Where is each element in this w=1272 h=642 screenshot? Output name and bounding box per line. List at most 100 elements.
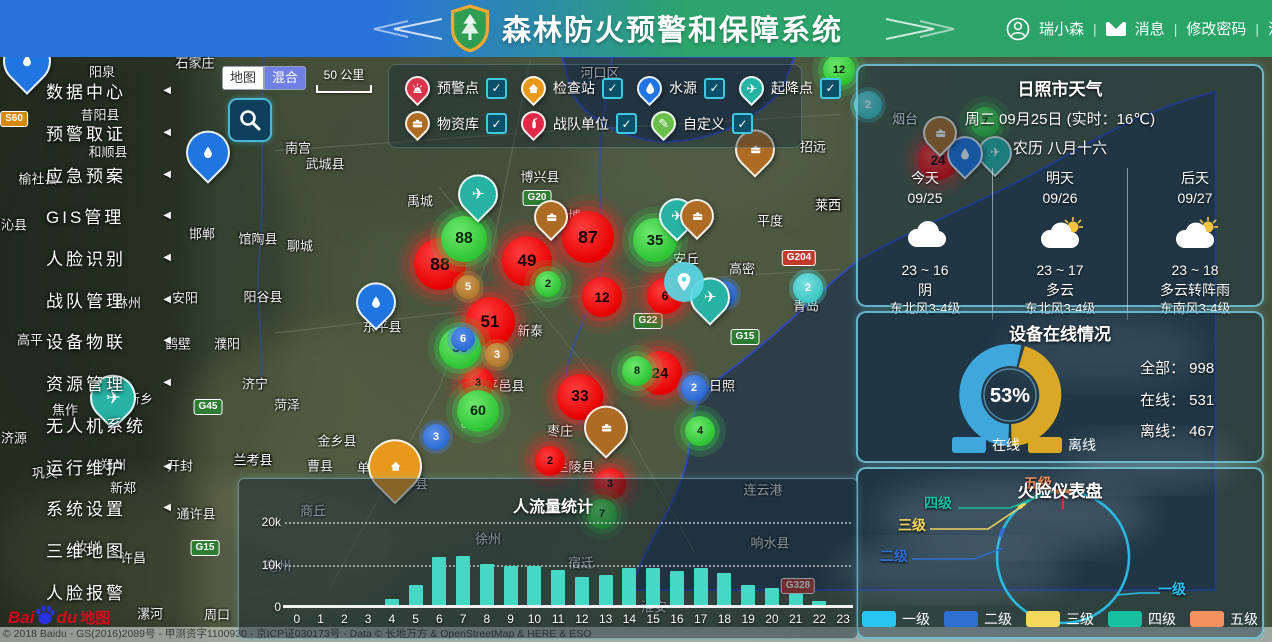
city-label: 高密 [728, 261, 756, 277]
cluster-marker-green[interactable]: 60 [457, 390, 499, 432]
legend-swatch [1028, 437, 1062, 453]
box-pin-marker[interactable] [915, 108, 965, 158]
legend-label: 三级 [1066, 611, 1094, 627]
collapse-arrow-icon: ◀ [163, 377, 171, 389]
sidebar-item-1[interactable]: 预警取证 ◀ [0, 112, 215, 154]
header-left-decoration [373, 18, 443, 40]
legend-checkbox-custom[interactable]: ✓ [732, 113, 753, 135]
cluster-marker-red[interactable]: 12 [582, 277, 622, 317]
flow-bar-21 [788, 594, 803, 605]
city-label: 阳泉 [88, 64, 116, 80]
sidebar-item-10[interactable]: 系统设置 ◀ [0, 487, 215, 529]
x-tick-label: 10 [527, 612, 542, 626]
cluster-marker-teal[interactable]: 2 [793, 273, 823, 303]
flow-bar-19 [741, 585, 756, 605]
box-pin-marker[interactable] [726, 121, 784, 178]
water-pin-marker[interactable] [347, 274, 405, 331]
custom-pin-icon: ✎ [645, 106, 682, 142]
sidebar-item-7[interactable]: 资源管理 ◀ [0, 362, 215, 404]
box-pin-marker[interactable] [672, 191, 722, 241]
box-pin-marker[interactable] [574, 396, 638, 459]
day-label: 今天 [911, 170, 939, 186]
legend-checkbox-extinguisher[interactable]: ✓ [616, 113, 637, 135]
sidebar-item-0[interactable]: 数据中心 ◀ [0, 70, 215, 112]
sidebar-item-6[interactable]: 设备物联 ◀ [0, 320, 215, 362]
messages-link[interactable]: 消息 [1134, 21, 1165, 38]
flow-bar-4 [384, 599, 399, 605]
username[interactable]: 瑞小森 [1039, 21, 1085, 38]
cluster-marker-brown[interactable]: 3 [485, 343, 509, 367]
maptype-map-button[interactable]: 地图 [222, 66, 265, 90]
maptype-hybrid-button[interactable]: 混合 [264, 66, 307, 90]
water-pin-marker[interactable] [176, 121, 240, 184]
map-search-button[interactable] [228, 98, 272, 142]
y-tick-label: 0 [274, 600, 281, 614]
cluster-marker-green[interactable]: 8 [622, 356, 652, 386]
collapse-arrow-icon: ◀ [163, 335, 171, 347]
flow-bar-22 [812, 601, 827, 605]
city-label: 邯郸 [188, 226, 216, 242]
home-pin-marker[interactable] [356, 428, 434, 505]
sidebar-item-8[interactable]: 无人机系统 [0, 404, 215, 446]
collapse-arrow-icon: ◀ [163, 293, 171, 305]
x-tick-label: 13 [598, 612, 613, 626]
day-label: 后天 [1181, 170, 1209, 186]
flow-bar-18 [717, 573, 732, 605]
city-label: 新郑 [109, 480, 137, 496]
sidebar-item-5[interactable]: 战队管理 ◀ [0, 278, 215, 320]
legend-swatch [862, 611, 896, 627]
sidebar-item-12[interactable]: 人脸报警 [0, 570, 215, 612]
sidebar-item-9[interactable]: 运行维护 ◀ [0, 445, 215, 487]
legend-checkbox-water[interactable]: ✓ [704, 77, 725, 99]
cluster-marker-red[interactable]: 87 [562, 211, 614, 263]
legend-label: 起降点 [771, 80, 813, 97]
cluster-marker-blue[interactable]: 6 [451, 327, 475, 351]
legend-label: 物资库 [437, 115, 479, 132]
cluster-marker-green[interactable]: 88 [441, 216, 487, 262]
cloud-sun-icon [993, 214, 1127, 252]
cluster-marker-green[interactable]: 7 [587, 499, 617, 529]
plane-pin-marker[interactable]: ✈ [449, 166, 507, 223]
locate-marker[interactable] [664, 262, 704, 302]
city-label: 南宫 [284, 140, 312, 156]
cluster-marker-red[interactable]: 2 [535, 446, 565, 476]
sidebar-item-2[interactable]: 应急预案 ◀ [0, 153, 215, 195]
map-canvas[interactable]: 石家庄 阳泉 昔阳县 和顺县 榆社县 沁县 邯郸 安阳 林州 鹤壁 高平 新乡 焦作 济源 郑州 开封 巩义 新郑… [0, 26, 1272, 642]
city-label: 亳州 [264, 558, 292, 574]
water-pin-marker[interactable] [0, 26, 61, 95]
cluster-marker-teal[interactable]: 2 [854, 91, 882, 119]
x-tick-label: 4 [388, 612, 396, 626]
logout-link[interactable]: 注销 [1268, 18, 1272, 39]
sidebar-nav: 数据中心 ◀ 预警取证 ◀ 应急预案 ◀ GIS管理 ◀ 人脸识别 ◀ 战队管理 ◀ 设备物联 ◀ 资源管理… [0, 70, 215, 612]
message-icon[interactable] [1105, 21, 1126, 36]
cluster-marker-blue[interactable]: 2 [681, 375, 707, 401]
header-right-decoration [885, 18, 955, 40]
gauge-callout-一级: 一级 [1158, 581, 1186, 597]
legend-checkbox-plane[interactable]: ✓ [820, 77, 841, 99]
sidebar-item-3[interactable]: GIS管理 ◀ [0, 195, 215, 237]
legend-label: 四级 [1148, 611, 1176, 627]
weather-lunar-line: 农历 八月十六 [1012, 140, 1108, 157]
city-label: 烟台 [891, 111, 919, 127]
cluster-marker-blue[interactable]: 3 [423, 424, 449, 450]
sidebar-item-4[interactable]: 人脸识别 ◀ [0, 237, 215, 279]
cluster-marker-red[interactable]: 3 [594, 468, 626, 500]
cluster-marker-brown[interactable]: 5 [456, 275, 480, 299]
box-pin-marker[interactable] [526, 192, 576, 242]
city-label: 昔阳县 [80, 107, 120, 123]
x-tick-label: 17 [693, 612, 708, 626]
legend-checkbox-box[interactable]: ✓ [486, 113, 507, 135]
city-label: 兰考县 [233, 452, 273, 468]
flow-bar-15 [646, 568, 661, 605]
legend-label: 二级 [984, 611, 1012, 627]
legend-checkbox-home[interactable]: ✓ [602, 77, 623, 99]
cluster-marker-green[interactable]: 2 [535, 271, 561, 297]
gauge-callout-二级: 二级 [880, 548, 908, 564]
cluster-marker-green[interactable]: 4 [685, 416, 715, 446]
sidebar-item-11[interactable]: 三维地图 [0, 529, 215, 571]
change-password-link[interactable]: 修改密码 [1186, 21, 1247, 38]
cluster-marker-green[interactable]: 7 [970, 107, 1000, 137]
water-pin-marker[interactable] [939, 128, 991, 180]
legend-checkbox-alarm[interactable]: ✓ [486, 77, 507, 99]
